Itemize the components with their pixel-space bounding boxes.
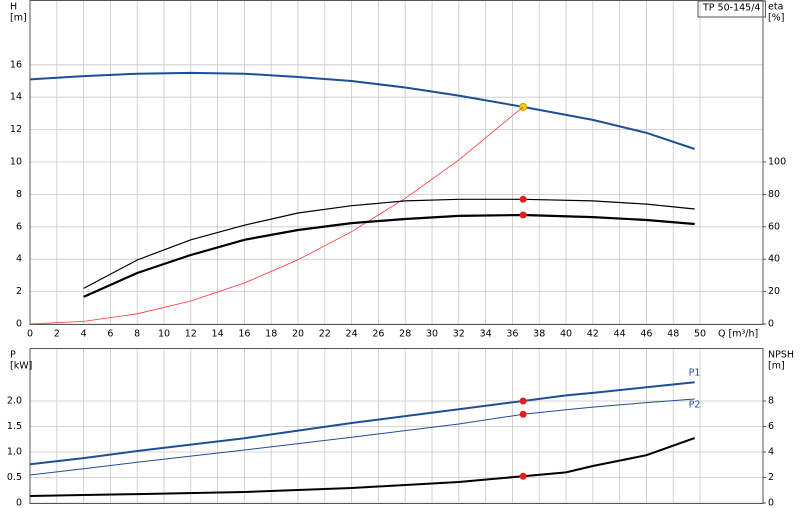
series-line [29, 437, 696, 497]
duty-point [519, 211, 527, 219]
x-tick-label: 36 [506, 329, 518, 340]
y-tick-label: 6 [16, 221, 22, 232]
y-tick-label: 2 [16, 286, 22, 297]
plot-frame [29, 0, 764, 325]
x-tick-label: 32 [453, 329, 465, 340]
y2-axis-label: NPSH [768, 350, 794, 361]
y-tick-label: 8 [16, 189, 22, 200]
x-tick-label: 28 [399, 329, 411, 340]
series-label: P2 [689, 399, 701, 410]
duty-point [519, 195, 527, 203]
y2-tick-label: 60 [768, 221, 780, 232]
y-axis-label: P [10, 350, 16, 361]
x-tick-label: 40 [560, 329, 572, 340]
y-tick-label: 4 [16, 254, 22, 265]
y-tick-label: 0.5 [7, 472, 22, 483]
x-tick-label: 0 [27, 329, 33, 340]
series-label: P1 [689, 368, 701, 379]
x-tick-label: 18 [265, 329, 277, 340]
x-tick-label: 48 [667, 329, 679, 340]
y-tick-label: 10 [10, 157, 22, 168]
x-tick-label: 10 [158, 329, 170, 340]
y-axis-label: H [10, 2, 17, 13]
x-tick-label: 26 [372, 329, 384, 340]
y-tick-label: 2.0 [7, 396, 22, 407]
x-tick-label: 4 [81, 329, 87, 340]
x-tick-label: 50 [694, 329, 706, 340]
model-label: TP 50-145/4 [702, 3, 760, 14]
x-tick-label: 34 [480, 329, 492, 340]
series-line [29, 71, 696, 150]
y2-tick-label: 0 [768, 319, 774, 330]
y2-axis-label: eta [768, 2, 783, 13]
series-line [83, 198, 695, 289]
y-tick-label: 12 [10, 124, 22, 135]
x-tick-label: 24 [346, 329, 358, 340]
series-line [29, 381, 695, 466]
y-axis-unit: [kW] [10, 361, 32, 372]
x-tick-label: 16 [238, 329, 250, 340]
series-line [29, 106, 524, 325]
y-tick-label: 14 [10, 92, 22, 103]
x-tick-label: 14 [212, 329, 224, 340]
x-tick-label: 22 [319, 329, 331, 340]
y2-tick-label: 40 [768, 254, 780, 265]
y2-axis-unit: [m] [768, 361, 785, 372]
y-axis-unit: [m] [10, 13, 27, 24]
x-axis-label: Q [m³/h] [718, 329, 758, 340]
duty-point [519, 397, 527, 405]
model-label-box [697, 0, 766, 18]
x-tick-label: 42 [587, 329, 599, 340]
y2-tick-label: 20 [768, 286, 780, 297]
x-tick-label: 30 [426, 329, 438, 340]
y2-tick-label: 8 [768, 396, 774, 407]
y2-tick-label: 6 [768, 421, 774, 432]
y-tick-label: 1.0 [7, 447, 22, 458]
x-tick-label: 44 [614, 329, 626, 340]
y-tick-label: 16 [10, 59, 22, 70]
x-tick-label: 20 [292, 329, 304, 340]
x-tick-label: 2 [54, 329, 60, 340]
y2-tick-label: 2 [768, 472, 774, 483]
y2-tick-label: 100 [768, 157, 786, 168]
x-tick-label: 38 [533, 329, 545, 340]
series-line [29, 398, 695, 476]
y2-tick-label: 0 [768, 498, 774, 509]
duty-point [519, 472, 527, 480]
plot-frame [29, 348, 764, 504]
y-tick-label: 0 [16, 319, 22, 330]
y2-tick-label: 4 [768, 447, 774, 458]
x-tick-label: 46 [640, 329, 652, 340]
x-tick-label: 6 [107, 329, 113, 340]
y-tick-label: 0 [16, 498, 22, 509]
x-tick-label: 8 [134, 329, 140, 340]
y2-axis-unit: [%] [768, 13, 784, 24]
duty-point [519, 410, 527, 418]
x-tick-label: 12 [185, 329, 197, 340]
y-tick-label: 1.5 [7, 421, 22, 432]
y2-tick-label: 80 [768, 189, 780, 200]
series-line [83, 213, 695, 298]
